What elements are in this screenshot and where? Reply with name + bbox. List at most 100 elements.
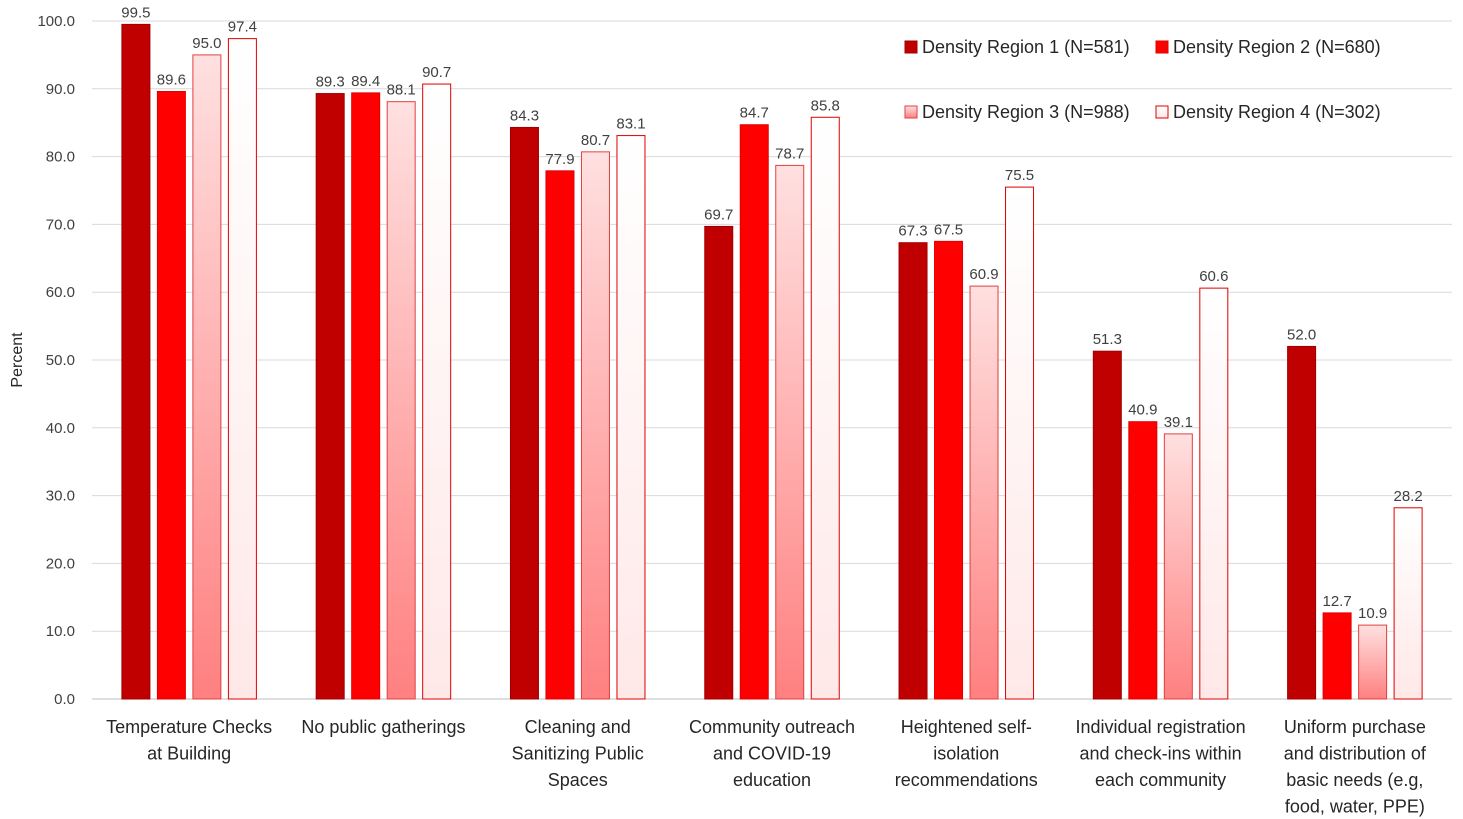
bars: [121, 23, 1423, 700]
x-category-label: basic needs (e.g,: [1286, 770, 1423, 790]
x-category-label: isolation: [933, 744, 999, 764]
gridlines: [92, 20, 1452, 700]
bar-series-4: [616, 135, 646, 700]
bar-series-3: [1163, 433, 1193, 700]
data-label: 77.9: [545, 151, 574, 168]
bar-series-4: [1199, 287, 1229, 700]
legend: Density Region 1 (N=581) Density Region 2…: [904, 37, 1381, 122]
data-label: 10.9: [1358, 605, 1387, 622]
x-category-label: Temperature Checks: [106, 717, 272, 737]
y-tick-label: 60.0: [46, 284, 75, 301]
data-label: 67.5: [934, 221, 963, 238]
bar-series-3: [580, 151, 610, 700]
bar-series-2: [1322, 612, 1352, 700]
x-category-label: Uniform purchase: [1284, 717, 1426, 737]
y-tick-label: 100.0: [37, 13, 75, 30]
data-label: 80.7: [581, 132, 610, 149]
bar-series-1: [1287, 345, 1317, 700]
bar-series-4: [227, 38, 257, 700]
x-category-label: at Building: [147, 744, 231, 764]
bar-series-4: [422, 83, 452, 700]
x-category-label: Sanitizing Public: [512, 744, 644, 764]
x-category-label: Community outreach: [689, 717, 855, 737]
data-label: 89.4: [351, 73, 380, 90]
y-tick-label: 80.0: [46, 149, 75, 166]
data-label: 67.3: [898, 223, 927, 240]
bar-series-4: [810, 116, 840, 700]
legend-swatch: [1155, 40, 1169, 54]
data-label: 95.0: [192, 35, 221, 52]
bar-series-3: [1358, 624, 1388, 700]
y-axis-title: Percent: [9, 332, 26, 388]
data-label: 97.4: [228, 19, 257, 36]
data-label: 28.2: [1394, 488, 1423, 505]
bar-series-3: [775, 164, 805, 700]
bar-series-1: [1092, 350, 1122, 700]
y-tick-label: 40.0: [46, 420, 75, 437]
data-label: 60.6: [1199, 268, 1228, 285]
x-axis-categories: Temperature Checks at Building No public g…: [106, 717, 1427, 817]
x-category-label: Cleaning and: [525, 717, 631, 737]
legend-swatch: [904, 105, 918, 119]
data-label: 84.3: [510, 107, 539, 124]
data-label: 39.1: [1164, 414, 1193, 431]
legend-label: Density Region 3 (N=988): [922, 102, 1130, 122]
bar-series-1: [315, 93, 345, 700]
data-label: 69.7: [704, 206, 733, 223]
legend-label: Density Region 2 (N=680): [1173, 37, 1381, 57]
data-label: 52.0: [1287, 326, 1316, 343]
data-label: 83.1: [616, 116, 645, 133]
data-labels: 99.5 89.3 84.3 69.7 67.3 51.3 52.0 89.6 89.4 77.9…: [121, 4, 1422, 622]
x-category-label: recommendations: [895, 770, 1038, 790]
data-label: 60.9: [969, 266, 998, 283]
data-label: 89.6: [157, 72, 186, 89]
bar-series-4: [1005, 186, 1035, 700]
legend-swatch: [904, 40, 918, 54]
y-tick-label: 70.0: [46, 216, 75, 233]
bar-series-2: [351, 92, 381, 700]
x-category-label: Individual registration: [1076, 717, 1246, 737]
data-label: 12.7: [1323, 593, 1352, 610]
legend-label: Density Region 1 (N=581): [922, 37, 1130, 57]
y-tick-label: 30.0: [46, 488, 75, 505]
x-category-label: Spaces: [548, 770, 608, 790]
data-label: 84.7: [740, 105, 769, 122]
legend-swatch: [1155, 105, 1169, 119]
bar-series-4: [1393, 507, 1423, 700]
data-label: 78.7: [775, 145, 804, 162]
x-category-label: education: [733, 770, 811, 790]
y-tick-label: 90.0: [46, 81, 75, 98]
data-label: 85.8: [811, 97, 840, 114]
x-category-label: and COVID-19: [713, 744, 831, 764]
y-tick-label: 20.0: [46, 555, 75, 572]
legend-label: Density Region 4 (N=302): [1173, 102, 1381, 122]
data-label: 89.3: [316, 74, 345, 91]
bar-series-1: [509, 126, 539, 700]
y-tick-label: 50.0: [46, 352, 75, 369]
bar-series-2: [934, 240, 964, 700]
data-label: 88.1: [387, 82, 416, 99]
bar-series-1: [898, 242, 928, 700]
bar-series-2: [1128, 421, 1158, 700]
bar-series-1: [121, 23, 151, 700]
data-label: 75.5: [1005, 167, 1034, 184]
y-axis-ticks: 0.0 10.0 20.0 30.0 40.0 50.0 60.0 70.0 80.0 90.0 1…: [37, 13, 75, 708]
bar-series-3: [386, 101, 416, 700]
x-category-label: each community: [1095, 770, 1226, 790]
y-tick-label: 0.0: [54, 691, 75, 708]
x-category-label: No public gatherings: [301, 717, 465, 737]
data-label: 40.9: [1128, 402, 1157, 419]
bar-series-2: [739, 124, 769, 700]
x-category-label: and distribution of: [1284, 744, 1427, 764]
x-category-label: food, water, PPE): [1285, 797, 1425, 817]
data-label: 90.7: [422, 64, 451, 81]
bar-series-2: [545, 170, 575, 700]
bar-series-2: [156, 91, 186, 700]
x-category-label: and check-ins within: [1080, 744, 1242, 764]
y-tick-label: 10.0: [46, 623, 75, 640]
data-label: 51.3: [1093, 331, 1122, 348]
bar-series-1: [704, 225, 734, 700]
bar-series-3: [969, 285, 999, 700]
x-category-label: Heightened self-: [901, 717, 1032, 737]
